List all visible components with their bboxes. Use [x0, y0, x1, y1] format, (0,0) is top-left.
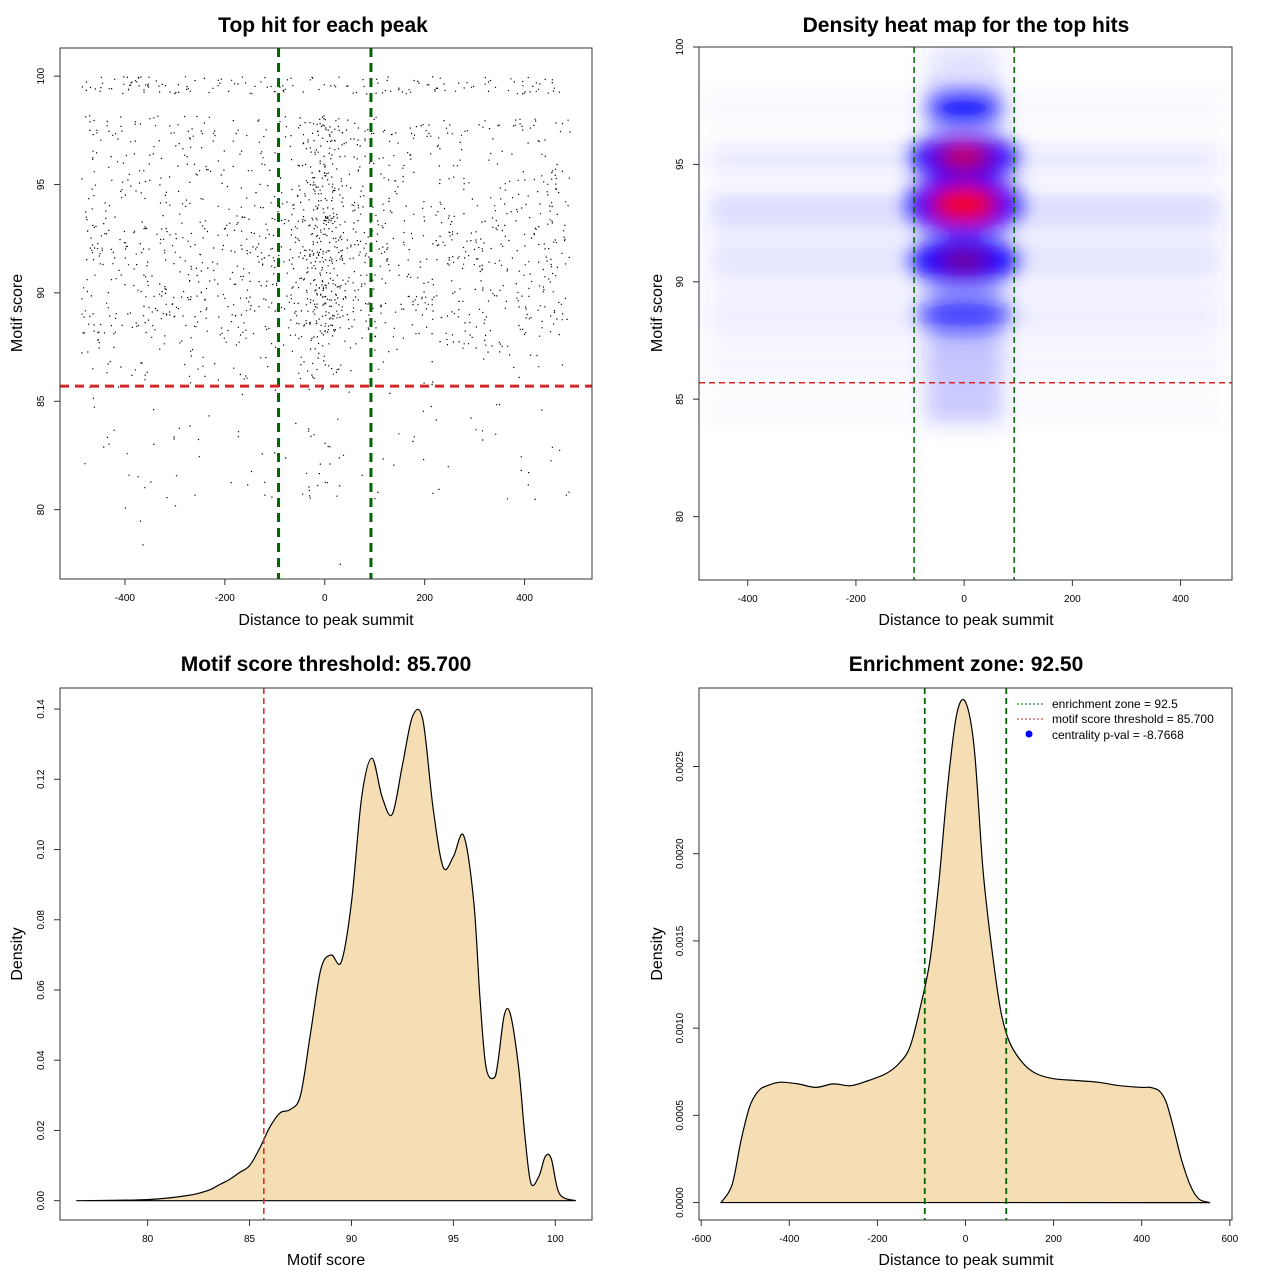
heatmap-panel: Density heat map for the top hits -400 -2…	[649, 14, 1233, 629]
distance-density-reference-lines	[923, 688, 1008, 1220]
heatmap-axes: -400 -200 0 200 400 80 85 90 95 100	[675, 38, 1189, 605]
y-tick-label: 0.06	[36, 980, 47, 1000]
y-tick-label: 0.0005	[675, 1100, 686, 1131]
x-tick-label: 400	[516, 593, 533, 604]
distance-density-panel: Enrichment zone: 92.50 -600 -400 -200 0 200 4…	[649, 653, 1239, 1269]
x-tick-label: 400	[1133, 1234, 1150, 1245]
y-tick-label: 95	[675, 158, 686, 170]
x-tick-label: -400	[738, 594, 758, 605]
x-tick-label: -200	[846, 594, 866, 605]
y-tick-label: 95	[36, 179, 47, 191]
x-tick-label: 0	[322, 593, 328, 604]
distance-density-title: Enrichment zone: 92.50	[849, 653, 1084, 676]
x-tick-label: -200	[215, 593, 235, 604]
density-area	[719, 698, 1211, 1204]
score-density-plot-frame	[59, 687, 593, 1221]
heatmap-title: Density heat map for the top hits	[803, 14, 1130, 37]
scatter-axes: -400 -200 0 200 400 80 85 90 95 100	[36, 67, 533, 604]
density-area	[76, 708, 576, 1202]
x-tick-label: 100	[547, 1234, 564, 1245]
x-tick-label: 200	[1045, 1234, 1062, 1245]
scatter-panel: Top hit for each peak -400 -200 0 200 400 80 8…	[9, 14, 593, 629]
scatter-reference-lines	[60, 48, 592, 579]
x-tick-label: 0	[961, 594, 967, 605]
x-tick-label: 85	[244, 1234, 256, 1245]
y-tick-label: 0.10	[36, 839, 47, 859]
scatter-y-label: Motif score	[9, 274, 26, 352]
y-tick-label: 0.0020	[675, 838, 686, 869]
scatter-point-cloud	[81, 76, 571, 565]
legend-label-threshold: motif score threshold = 85.700	[1052, 712, 1214, 726]
y-tick-label: 0.14	[36, 699, 47, 719]
y-tick-label: 85	[36, 395, 47, 407]
legend-label-pval: centrality p-val = -8.7668	[1052, 728, 1184, 742]
legend: enrichment zone = 92.5 motif score thres…	[1017, 697, 1214, 742]
scatter-points	[81, 76, 571, 565]
score-density-curve	[76, 708, 576, 1202]
x-tick-label: 0	[963, 1234, 969, 1245]
heatmap-x-label: Distance to peak summit	[878, 612, 1054, 629]
y-tick-label: 80	[36, 504, 47, 516]
x-tick-label: -600	[691, 1234, 711, 1245]
x-tick-label: -400	[779, 1234, 799, 1245]
y-tick-label: 0.00	[36, 1191, 47, 1211]
legend-label-zone: enrichment zone = 92.5	[1052, 697, 1178, 711]
y-tick-label: 0.0025	[675, 751, 686, 782]
x-tick-label: -200	[867, 1234, 887, 1245]
y-tick-label: 80	[675, 511, 686, 523]
y-tick-label: 0.0000	[675, 1187, 686, 1218]
heatmap-reference-lines	[699, 47, 1232, 580]
x-tick-label: 600	[1221, 1234, 1238, 1245]
y-tick-label: 100	[36, 67, 47, 84]
y-tick-label: 100	[675, 38, 686, 55]
distance-density-axes: -600 -400 -200 0 200 400 600 0.0000 0.0005 0.0010…	[675, 751, 1239, 1245]
distance-density-y-label: Density	[649, 927, 666, 980]
scatter-title: Top hit for each peak	[218, 14, 428, 37]
score-density-y-label: Density	[9, 927, 26, 980]
x-tick-label: 200	[416, 593, 433, 604]
y-tick-label: 0.02	[36, 1120, 47, 1140]
score-density-panel: Motif score threshold: 85.700 80 85 90 95 10…	[9, 653, 593, 1269]
y-tick-label: 90	[36, 287, 47, 299]
y-tick-label: 90	[675, 276, 686, 288]
x-tick-label: 95	[448, 1234, 460, 1245]
x-tick-label: 200	[1064, 594, 1081, 605]
legend-swatch-pval	[1025, 730, 1033, 738]
distance-density-x-label: Distance to peak summit	[878, 1252, 1054, 1269]
x-tick-label: 90	[346, 1234, 358, 1245]
y-tick-label: 0.04	[36, 1050, 47, 1070]
scatter-x-label: Distance to peak summit	[238, 612, 414, 629]
y-tick-label: 0.0010	[675, 1012, 686, 1043]
x-tick-label: -400	[115, 593, 135, 604]
score-density-x-label: Motif score	[287, 1252, 365, 1269]
distance-density-curve	[719, 698, 1211, 1204]
x-tick-label: 80	[142, 1234, 154, 1245]
y-tick-label: 0.08	[36, 910, 47, 930]
heatmap-y-label: Motif score	[649, 274, 666, 352]
heatmap-surface	[699, 47, 1232, 580]
score-density-axes: 80 85 90 95 100 0.00 0.02 0.04 0.06 0.08 0.10 0.12 0…	[36, 699, 564, 1245]
y-tick-label: 0.0015	[675, 925, 686, 956]
score-density-title: Motif score threshold: 85.700	[181, 653, 472, 676]
y-tick-label: 0.12	[36, 769, 47, 789]
x-tick-label: 400	[1172, 594, 1189, 605]
y-tick-label: 85	[675, 393, 686, 405]
heatmap-plot-frame	[698, 46, 1233, 581]
scatter-plot-frame	[59, 47, 593, 580]
